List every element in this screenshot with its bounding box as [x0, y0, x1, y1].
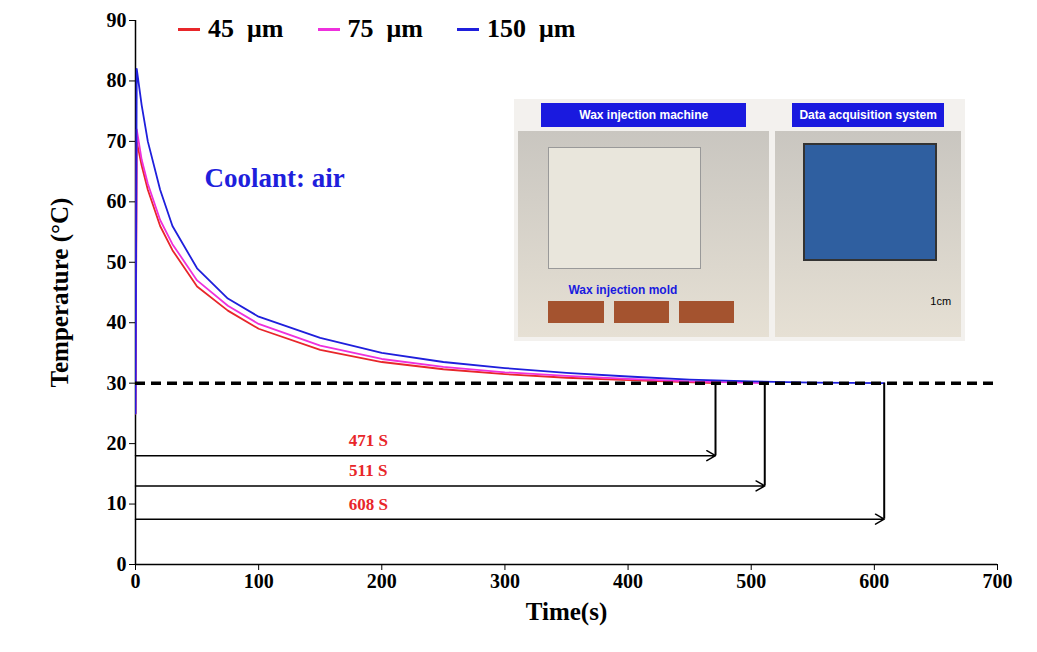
html-text:Wax injection mold: Wax injection mold [568, 283, 678, 297]
svg-text:50: 50 [107, 251, 127, 273]
svg-text:200: 200 [367, 570, 397, 592]
svg-text:Temperature (°C): Temperature (°C) [46, 198, 74, 388]
html-text:75 μm: 75 μm [347, 14, 423, 44]
svg-text:40: 40 [107, 311, 127, 333]
svg-text:511 S: 511 S [349, 461, 387, 480]
svg-text:608 S: 608 S [349, 495, 388, 514]
svg-text:0: 0 [131, 570, 141, 592]
svg-text:10: 10 [107, 492, 127, 514]
svg-text:60: 60 [107, 190, 127, 212]
svg-text:300: 300 [490, 570, 520, 592]
svg-text:0: 0 [117, 553, 127, 575]
svg-text:70: 70 [107, 130, 127, 152]
svg-text:100: 100 [244, 570, 274, 592]
html-text:150 μm: 150 μm [486, 14, 576, 44]
svg-text:30: 30 [107, 372, 127, 394]
svg-text:20: 20 [107, 432, 127, 454]
svg-text:600: 600 [859, 570, 889, 592]
svg-text:471 S: 471 S [349, 431, 388, 450]
html-text:Data acquisition system: Data acquisition system [799, 107, 937, 122]
svg-text:80: 80 [107, 69, 127, 91]
svg-text:90: 90 [107, 9, 127, 31]
html-text:1cm: 1cm [930, 295, 952, 307]
svg-text:Coolant: air: Coolant: air [204, 163, 344, 193]
svg-text:400: 400 [613, 570, 643, 592]
html-text:45 μm: 45 μm [208, 14, 284, 44]
html-text:Wax injection machine: Wax injection machine [579, 107, 709, 122]
svg-text:Time(s): Time(s) [526, 598, 607, 626]
svg-text:500: 500 [736, 570, 766, 592]
svg-text:700: 700 [983, 570, 1013, 592]
